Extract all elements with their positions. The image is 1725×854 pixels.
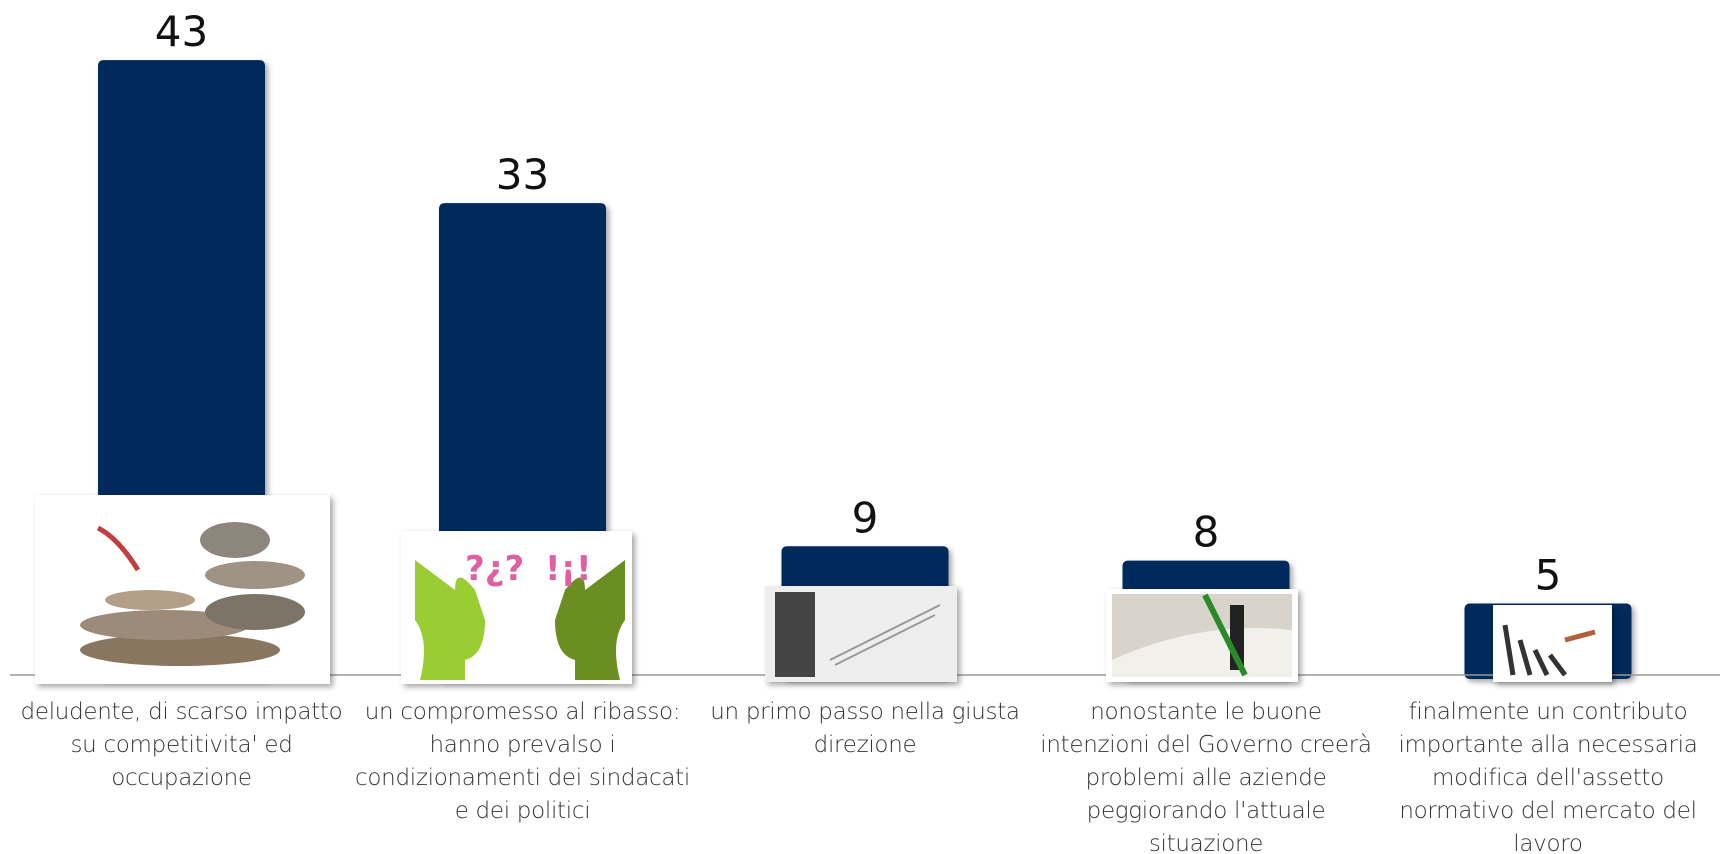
category-label: un compromesso al ribasso: hanno prevals…	[355, 699, 690, 824]
category-label: un primo passo nella giusta direzione	[710, 699, 1020, 758]
photo-dominoes	[1493, 605, 1612, 682]
photo-help	[1106, 589, 1298, 682]
value-label: 43	[155, 7, 208, 56]
photos: ?¿? !¡!	[35, 495, 1612, 684]
value-label: 8	[1193, 508, 1220, 557]
photo-path	[765, 586, 957, 682]
photo-stones	[35, 495, 330, 684]
photo-heads: ?¿? !¡!	[401, 531, 632, 684]
svg-text:?¿?: ?¿?	[465, 549, 524, 589]
svg-text:!¡!: !¡!	[545, 549, 592, 589]
value-label: 5	[1535, 551, 1562, 600]
category-label: nonostante le buone intenzioni del Gover…	[1040, 699, 1372, 854]
category-label: deludente, di scarso impatto su competit…	[20, 699, 343, 791]
category-label: finalmente un contributo importante alla…	[1398, 699, 1698, 854]
value-label: 9	[852, 493, 879, 542]
value-label: 33	[496, 150, 549, 199]
